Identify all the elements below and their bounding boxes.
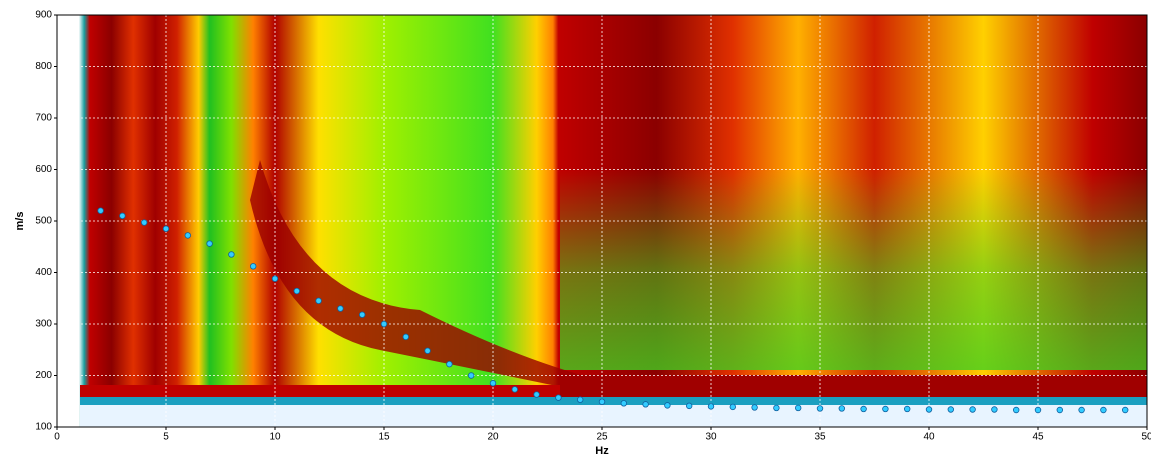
point xyxy=(816,405,824,412)
heatmap-band xyxy=(80,397,1147,405)
point xyxy=(489,380,497,387)
x-tick-label: 25 xyxy=(596,432,608,443)
x-tick-label: 20 xyxy=(487,432,499,443)
x-tick-label: 45 xyxy=(1032,432,1044,443)
point xyxy=(773,404,780,412)
y-tick-label: 500 xyxy=(35,216,52,227)
point xyxy=(555,394,562,401)
point xyxy=(882,405,889,413)
point xyxy=(337,305,344,312)
y-tick-label: 600 xyxy=(35,164,52,175)
point xyxy=(1034,406,1042,414)
y-axis-label: m/s xyxy=(14,212,26,231)
point xyxy=(228,251,235,258)
x-tick-label: 35 xyxy=(814,432,826,443)
point xyxy=(860,405,867,413)
point xyxy=(991,406,998,413)
point xyxy=(795,404,802,412)
point xyxy=(838,405,845,412)
point xyxy=(184,232,191,239)
y-tick-label: 700 xyxy=(35,113,52,124)
point xyxy=(642,401,649,408)
point xyxy=(686,402,693,410)
point xyxy=(97,207,104,214)
point xyxy=(468,372,475,379)
point xyxy=(380,320,388,328)
point xyxy=(162,225,170,232)
y-tick-label: 200 xyxy=(35,370,52,381)
x-tick-label: 0 xyxy=(54,432,60,443)
point xyxy=(249,263,257,270)
point xyxy=(1100,406,1107,414)
point xyxy=(947,406,954,413)
y-tick-label: 300 xyxy=(35,319,52,330)
point xyxy=(424,347,431,354)
point xyxy=(315,297,322,305)
point xyxy=(206,240,213,247)
point xyxy=(271,275,279,282)
point xyxy=(511,386,518,393)
point xyxy=(729,403,736,411)
point xyxy=(359,311,366,318)
point xyxy=(925,406,933,413)
point xyxy=(751,404,758,411)
point xyxy=(1121,406,1129,414)
y-tick-label: 100 xyxy=(35,422,52,433)
point xyxy=(119,212,126,220)
y-tick-label: 400 xyxy=(35,267,52,278)
x-tick-label: 5 xyxy=(163,432,169,443)
point xyxy=(969,406,976,413)
x-tick-label: 40 xyxy=(923,432,935,443)
point xyxy=(1013,406,1020,414)
heatmap-ridge xyxy=(250,160,600,395)
point xyxy=(620,400,627,407)
heatmap-band xyxy=(80,405,1147,427)
y-tick-label: 900 xyxy=(35,10,52,21)
x-tick-label: 30 xyxy=(705,432,717,443)
x-axis-label: Hz xyxy=(595,445,609,454)
x-tick-label: 50 xyxy=(1141,432,1151,443)
point xyxy=(904,405,911,413)
y-tick-label: 800 xyxy=(35,61,52,72)
point xyxy=(707,403,715,410)
point xyxy=(1056,406,1063,414)
x-tick-label: 10 xyxy=(269,432,281,443)
point xyxy=(1078,406,1085,414)
point xyxy=(533,391,540,398)
point xyxy=(598,398,606,405)
heatmap-shade xyxy=(560,170,1147,370)
heatmap-band xyxy=(560,375,1147,397)
point xyxy=(293,287,300,295)
point xyxy=(446,360,453,368)
heatmap-band xyxy=(80,385,560,397)
point xyxy=(402,333,409,341)
point xyxy=(577,396,584,403)
point xyxy=(664,402,671,409)
x-tick-label: 15 xyxy=(378,432,390,443)
point xyxy=(140,219,148,226)
